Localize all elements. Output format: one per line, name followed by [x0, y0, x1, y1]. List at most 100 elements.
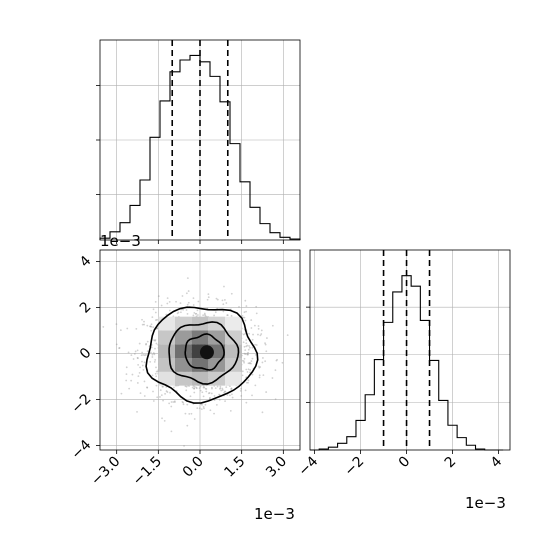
scatter-point	[166, 297, 169, 299]
scatter-point	[244, 332, 246, 335]
scatter-point	[229, 409, 232, 412]
scatter-point	[149, 325, 151, 328]
scatter-point	[128, 387, 131, 390]
scatter-point	[134, 350, 137, 353]
scatter-point	[191, 386, 194, 389]
scatter-point	[154, 347, 156, 350]
scatter-point	[255, 344, 258, 346]
scatter-point	[204, 403, 207, 406]
scatter-point	[258, 376, 261, 379]
scatter-point	[138, 371, 141, 374]
top-left-ticks	[96, 85, 284, 244]
scatter-point	[248, 362, 251, 365]
scatter-point	[275, 359, 278, 362]
scatter-point	[241, 314, 244, 317]
scatter-point	[201, 391, 204, 394]
bottom-right-x-tick-label: 2	[442, 454, 460, 472]
density-cell	[225, 316, 242, 331]
scatter-point	[252, 333, 254, 336]
bottom-left-contours	[145, 306, 259, 404]
scatter-point	[201, 403, 203, 406]
scatter-point	[250, 360, 253, 362]
scatter-point	[195, 386, 198, 389]
scatter-point	[247, 381, 249, 384]
scatter-point	[209, 397, 211, 399]
bottom-right-frame	[309, 249, 511, 451]
density-cell	[225, 371, 242, 386]
scatter-point	[125, 373, 128, 376]
scatter-point	[229, 394, 231, 397]
scatter-point	[150, 323, 153, 326]
scatter-point	[125, 366, 128, 369]
scatter-point	[168, 402, 171, 405]
bottom-left-y-tick-label: 4	[77, 253, 95, 271]
bottom-right-histogram-step	[310, 275, 504, 451]
scatter-point	[257, 325, 260, 327]
scatter-point	[152, 390, 154, 393]
scatter-point	[142, 368, 145, 371]
scatter-point	[230, 387, 233, 390]
bottom-left-x-tick-label: −3.0	[88, 454, 123, 489]
bottom-left-frame	[99, 249, 301, 451]
scatter-point	[141, 360, 143, 363]
scatter-point	[154, 339, 156, 342]
scatter-point	[143, 395, 146, 397]
bottom-right-quantile-lines	[382, 250, 431, 450]
scatter-point	[274, 369, 277, 372]
scatter-point	[154, 339, 157, 341]
scatter-point	[205, 388, 208, 390]
scatter-point	[274, 398, 277, 401]
scatter-point	[156, 318, 159, 321]
scatter-point	[115, 323, 118, 326]
scatter-point	[202, 405, 205, 408]
scatter-point	[215, 403, 218, 406]
scatter-point	[257, 333, 259, 336]
scatter-point	[243, 361, 245, 364]
scatter-point	[240, 394, 243, 397]
scatter-point	[251, 357, 254, 360]
bottom-left-y-scale-label: 1e−3	[100, 232, 141, 250]
scatter-point	[224, 390, 227, 393]
scatter-point	[154, 300, 157, 303]
scatter-point	[120, 392, 123, 395]
scatter-point	[102, 326, 105, 328]
scatter-point	[199, 385, 202, 388]
scatter-point	[219, 387, 222, 389]
scatter-point	[238, 306, 240, 308]
scatter-point	[135, 327, 138, 330]
scatter-point	[152, 352, 155, 354]
scatter-point	[259, 334, 262, 337]
scatter-point	[259, 366, 262, 368]
scatter-point	[153, 353, 156, 356]
scatter-point	[223, 299, 226, 301]
scatter-point	[132, 358, 135, 360]
scatter-point	[254, 384, 257, 387]
scatter-point	[143, 323, 145, 326]
scatter-point	[241, 374, 244, 377]
scatter-point	[146, 324, 149, 327]
scatter-point	[241, 359, 244, 362]
scatter-point	[242, 341, 245, 344]
scatter-point	[214, 311, 217, 314]
scatter-point	[186, 277, 189, 280]
scatter-point	[155, 375, 158, 378]
bottom-left-y-tick-label: 2	[77, 299, 95, 317]
scatter-point	[221, 387, 224, 390]
scatter-point	[179, 302, 182, 305]
scatter-point	[245, 381, 248, 384]
scatter-point	[141, 318, 143, 321]
scatter-point	[151, 316, 154, 319]
scatter-point	[190, 412, 193, 415]
scatter-point	[213, 412, 215, 415]
scatter-point	[130, 354, 133, 357]
scatter-point	[146, 386, 148, 389]
scatter-point	[187, 301, 190, 304]
scatter-point	[264, 360, 267, 363]
scatter-point	[246, 353, 249, 356]
scatter-point	[187, 290, 190, 292]
scatter-point	[203, 386, 206, 389]
scatter-point	[150, 329, 153, 332]
scatter-point	[138, 342, 141, 345]
bottom-left-x-tick-label: −1.5	[130, 454, 165, 489]
scatter-point	[247, 368, 250, 371]
